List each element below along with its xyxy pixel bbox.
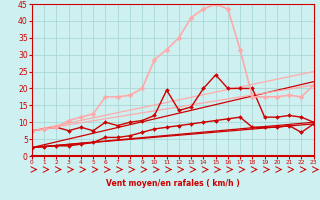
X-axis label: Vent moyen/en rafales ( km/h ): Vent moyen/en rafales ( km/h ) (106, 179, 240, 188)
